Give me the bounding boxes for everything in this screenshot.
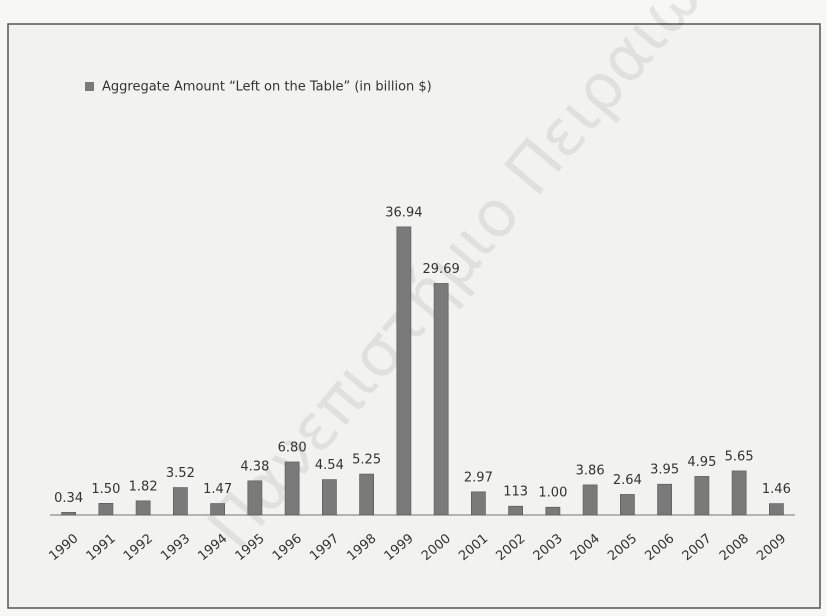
data-label: 3.52: [166, 466, 195, 481]
data-label: 0.34: [54, 491, 83, 506]
legend-label: Aggregate Amount “Left on the Table” (in…: [102, 80, 432, 95]
data-label: 1.46: [762, 482, 791, 497]
bar: [247, 480, 263, 516]
data-label: 3.86: [576, 463, 605, 478]
data-label: 1.82: [129, 479, 158, 494]
data-label: 1.50: [91, 482, 120, 497]
bar: [321, 479, 337, 516]
bar: [470, 491, 486, 516]
bar: [210, 503, 226, 516]
bar: [731, 470, 747, 516]
data-label: 36.94: [385, 205, 422, 220]
bar: [545, 506, 561, 516]
bar: [694, 476, 710, 516]
bar: [619, 494, 635, 516]
bar: [98, 502, 114, 516]
data-label: 6.80: [278, 440, 307, 455]
data-label: 113: [503, 485, 528, 500]
data-label: 4.38: [240, 459, 269, 474]
data-label: 1.47: [203, 482, 232, 497]
bar: [768, 503, 784, 516]
data-label: 5.65: [725, 449, 754, 464]
bar: [135, 500, 151, 516]
bar: [61, 512, 77, 516]
bar: [433, 283, 449, 516]
bar: [582, 484, 598, 516]
bar: [359, 473, 375, 516]
bar: [284, 461, 300, 516]
data-label: 2.97: [464, 470, 493, 485]
data-label: 3.95: [650, 463, 679, 478]
bar: [657, 483, 673, 516]
legend-swatch: [85, 82, 94, 91]
bar: [508, 505, 524, 516]
data-label: 4.95: [687, 455, 716, 470]
data-label: 2.64: [613, 473, 642, 488]
data-label: 1.00: [538, 486, 567, 501]
bar: [396, 226, 412, 516]
data-label: 5.25: [352, 453, 381, 468]
bar: [172, 487, 188, 516]
data-label: 29.69: [423, 262, 460, 277]
data-label: 4.54: [315, 458, 344, 473]
